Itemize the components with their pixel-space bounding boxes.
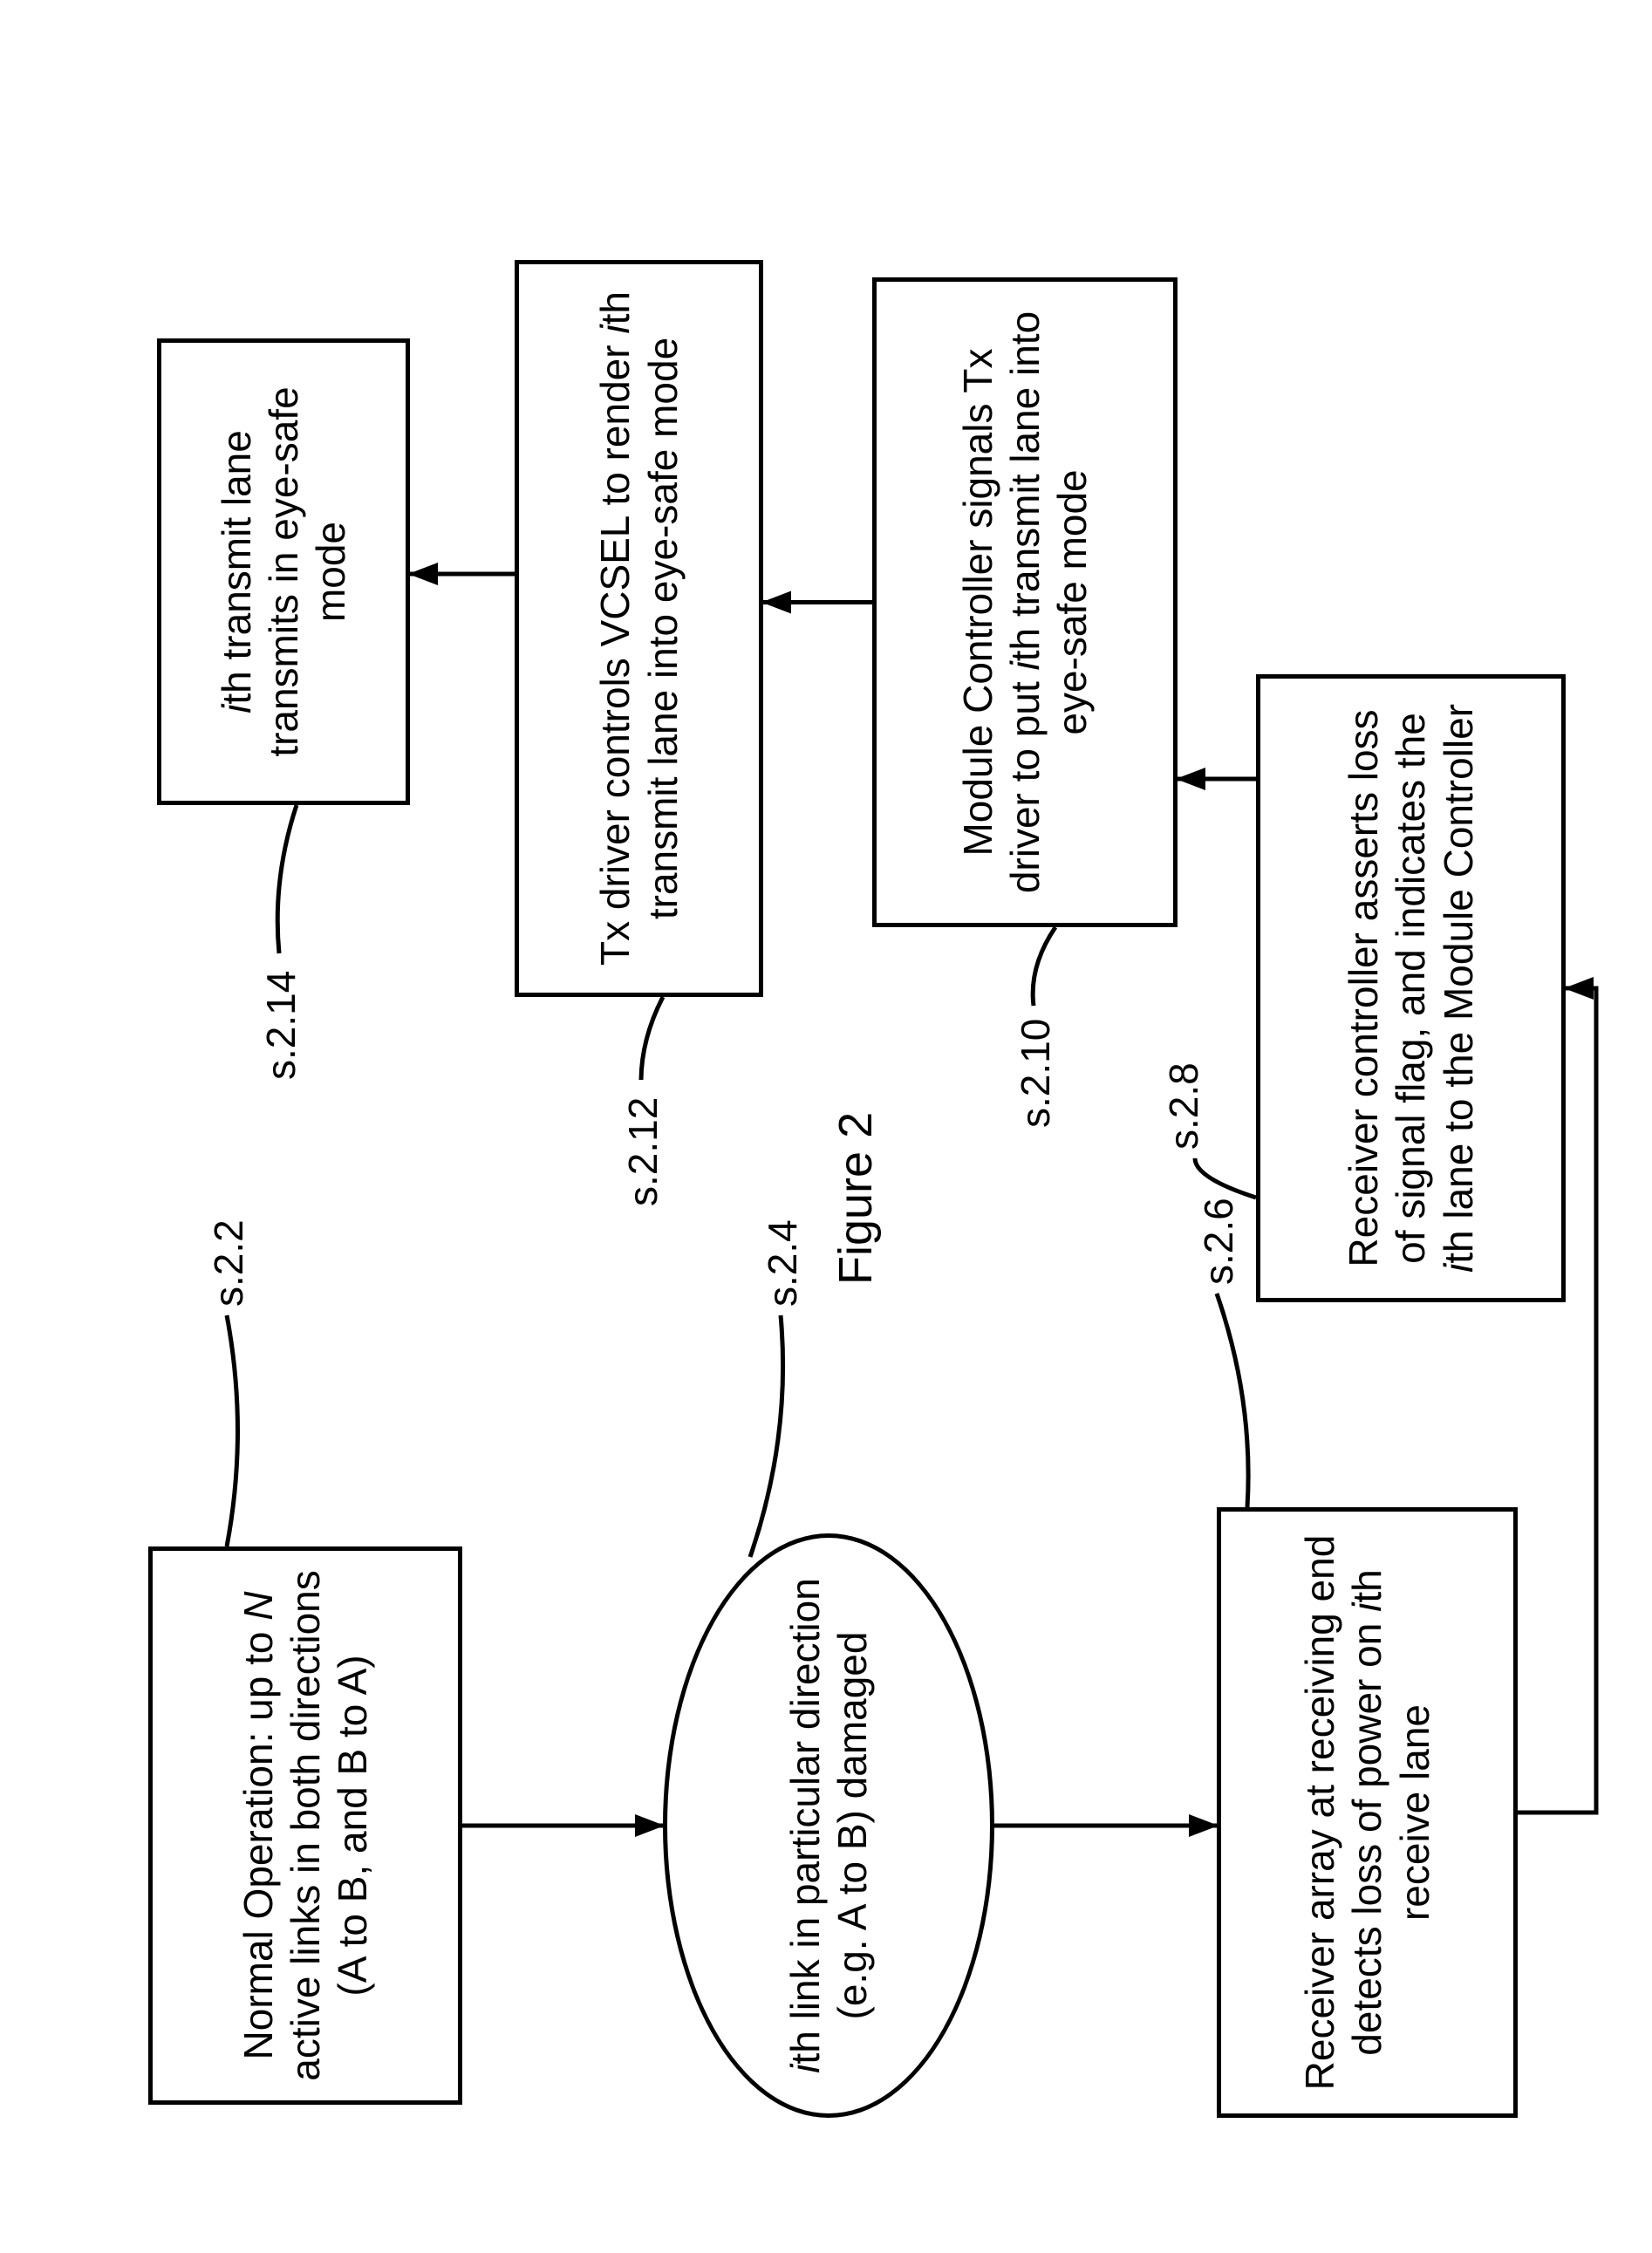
figure-title: Figure 2 — [829, 1112, 883, 1285]
flow-node-text: Receiver array at receiving end detects … — [1296, 1524, 1438, 2101]
flow-node-s210: Module Controller signals Tx driver to p… — [872, 277, 1178, 927]
flow-node-text: Normal Operation: up to N active links i… — [235, 1563, 377, 2088]
step-label-s214: s.2.14 — [257, 971, 304, 1080]
flow-node-text: Tx driver controls VCSEL to render ith t… — [591, 277, 686, 980]
step-label-s28: s.2.8 — [1160, 1062, 1207, 1150]
flow-node-s28: Receiver controller asserts loss of sign… — [1256, 674, 1566, 1302]
flow-node-text: Receiver controller asserts loss of sign… — [1340, 691, 1482, 1286]
flow-node-s22: Normal Operation: up to N active links i… — [148, 1546, 462, 2105]
flow-node-s26: Receiver array at receiving end detects … — [1217, 1507, 1518, 2118]
flow-node-text: ith link in particular direction (e.g. A… — [782, 1550, 877, 2101]
flow-node-s214: ith transmit lane transmits in eye-safe … — [157, 338, 410, 805]
step-label-s22: s.2.2 — [205, 1219, 252, 1307]
flow-node-text: ith transmit lane transmits in eye-safe … — [213, 355, 355, 789]
flow-node-s24: ith link in particular direction (e.g. A… — [663, 1533, 994, 2118]
flowchart-stage: Normal Operation: up to N active links i… — [0, 0, 1652, 2253]
step-label-s24: s.2.4 — [759, 1219, 806, 1307]
step-label-s212: s.2.12 — [619, 1097, 666, 1206]
step-label-s26: s.2.6 — [1195, 1198, 1242, 1285]
flow-node-s212: Tx driver controls VCSEL to render ith t… — [515, 260, 763, 997]
step-label-s210: s.2.10 — [1012, 1019, 1059, 1128]
flow-node-text: Module Controller signals Tx driver to p… — [954, 294, 1096, 911]
